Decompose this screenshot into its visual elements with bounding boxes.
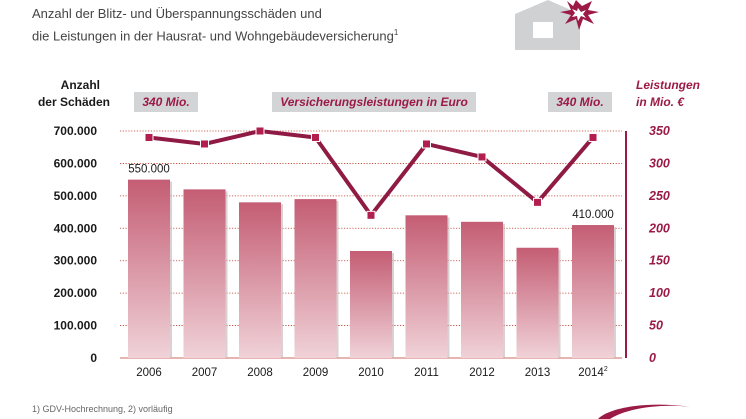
bar-2014 [572, 225, 614, 358]
right-axis-title-line-1: Leistungen [636, 78, 700, 92]
callout-right: 340 Mio. [548, 92, 612, 112]
line-marker-2014 [588, 132, 598, 142]
right-tick-label: 150 [649, 254, 670, 268]
bar-value-label: 410.000 [572, 209, 614, 221]
line-marker-2011 [422, 139, 431, 149]
left-tick-label: 500.000 [54, 189, 98, 203]
logo-swoosh-icon [598, 404, 690, 419]
footnote: 1) GDV-Hochrechnung, 2) vorläufig [32, 404, 173, 414]
left-tick-label: 300.000 [54, 254, 98, 268]
bar-value-label: 550.000 [128, 164, 170, 176]
line-marker-2009 [311, 132, 320, 142]
bar-2007 [183, 189, 226, 358]
right-axis-ticks: 0 50 100 150 200 250 300 350 [648, 124, 670, 365]
line-marker-2013 [533, 197, 542, 207]
left-tick-label: 200.000 [54, 286, 98, 300]
bar-2009 [294, 199, 337, 358]
bar-2011 [405, 215, 448, 358]
callout-left: 340 Mio. [134, 92, 198, 112]
callout-center-text: Versicherungsleistungen in Euro [280, 95, 468, 109]
x-tick-label: 2013 [525, 367, 551, 379]
left-axis-ticks: 0 100.000 200.000 300.000 400.000 500.000 600.… [54, 124, 98, 365]
left-axis-title-line-2: der Schäden [38, 95, 110, 109]
bar-2012 [461, 221, 503, 358]
bar-2013 [516, 247, 559, 358]
left-tick-label: 700.000 [54, 124, 98, 138]
left-axis-title-line-1: Anzahl [61, 78, 100, 92]
right-axis-title: Leistungen in Mio. € [636, 78, 700, 109]
right-tick-label: 300 [649, 156, 670, 170]
bar-labels: 550.000 410.000 [128, 164, 614, 221]
x-tick-label: 2011 [414, 367, 439, 379]
callout-right-text: 340 Mio. [556, 95, 603, 109]
right-tick-label: 350 [649, 124, 670, 138]
x-axis-ticks: 2006 2007 2008 2009 2010 2011 2012 2013 20142 [136, 366, 608, 379]
callout-left-text: 340 Mio. [142, 95, 189, 109]
left-axis-title: Anzahl der Schäden [38, 78, 110, 109]
x-tick-label: 2009 [303, 367, 329, 379]
left-tick-label: 400.000 [54, 221, 98, 235]
line-marker-2010 [366, 210, 376, 220]
bar-2006 [128, 179, 170, 358]
left-tick-label: 600.000 [54, 156, 98, 170]
x-tick-label: 2010 [358, 367, 384, 379]
left-tick-label: 0 [90, 351, 97, 365]
line-marker-2008 [255, 126, 265, 136]
right-tick-label: 250 [648, 189, 670, 203]
line-marker-2007 [200, 139, 209, 149]
x-tick-label: 2006 [136, 367, 162, 379]
right-axis-title-line-2: in Mio. € [636, 95, 685, 109]
subtitle-footnote-mark: 1 [393, 28, 399, 37]
right-tick-label: 0 [649, 351, 656, 365]
subtitle-line-2: die Leistungen in der Hausrat- und Wohng… [32, 23, 502, 45]
right-tick-label: 100 [649, 286, 670, 300]
subtitle-line-2-text: die Leistungen in der Hausrat- und Wohng… [32, 28, 394, 44]
right-tick-label: 50 [649, 319, 663, 333]
x-tick-superscript: 2 [604, 366, 608, 373]
bars [128, 179, 616, 358]
right-tick-label: 200 [648, 221, 670, 235]
x-tick-label: 20142 [578, 366, 608, 379]
line-marker-2012 [477, 152, 487, 162]
x-tick-label: 2008 [247, 367, 273, 379]
callout-center: Versicherungsleistungen in Euro [272, 92, 476, 112]
left-tick-label: 100.000 [54, 319, 98, 333]
subtitle-line-1: Anzahl der Blitz- und Überspannungsschäd… [32, 6, 322, 21]
bar-2010 [350, 250, 392, 358]
line-marker-2006 [144, 132, 154, 142]
benefits-line [144, 126, 598, 220]
chart-subtitle: Anzahl der Blitz- und Überspannungsschäd… [32, 4, 502, 45]
x-tick-label: 2007 [192, 367, 218, 379]
lightning-burst-icon [560, 0, 599, 30]
x-tick-label: 2012 [469, 367, 495, 379]
bar-2008 [239, 202, 281, 358]
